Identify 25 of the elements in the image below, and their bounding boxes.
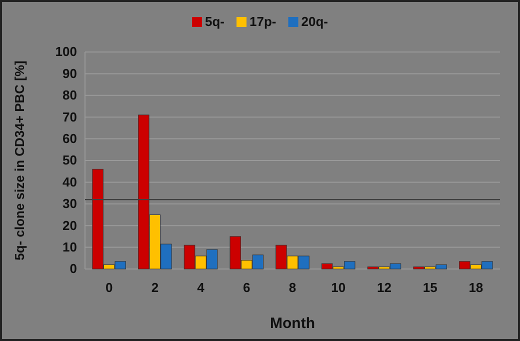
y-tick-label: 0 bbox=[70, 261, 77, 276]
y-tick-label: 40 bbox=[62, 174, 77, 190]
x-tick-label: 15 bbox=[422, 280, 438, 296]
legend-label: 5q- bbox=[205, 14, 225, 29]
y-axis-title: 5q- clone size in CD34+ PBC [%] bbox=[12, 60, 27, 260]
x-tick-label: 18 bbox=[468, 280, 484, 296]
y-tick-label: 60 bbox=[62, 130, 77, 146]
x-tick-label: 6 bbox=[243, 280, 250, 296]
x-tick-label: 12 bbox=[376, 280, 392, 296]
y-tick-label: 100 bbox=[55, 44, 77, 60]
y-tick-label: 20 bbox=[62, 218, 77, 233]
y-tick-label: 80 bbox=[62, 88, 77, 103]
y-tick-label: 90 bbox=[62, 66, 77, 81]
legend-label: 20q- bbox=[301, 14, 328, 29]
legend-label: 17p- bbox=[250, 14, 276, 29]
x-tick-label: 10 bbox=[331, 280, 346, 296]
x-tick-label: 0 bbox=[105, 280, 113, 296]
x-tick-label: 4 bbox=[197, 280, 206, 296]
y-tick-label: 70 bbox=[62, 109, 77, 124]
x-axis-title: Month bbox=[270, 315, 315, 332]
y-tick-label: 50 bbox=[62, 152, 77, 168]
x-tick-label: 2 bbox=[151, 280, 159, 296]
y-tick-label: 30 bbox=[62, 196, 77, 212]
y-tick-label: 10 bbox=[62, 239, 77, 254]
x-tick-label: 8 bbox=[288, 280, 296, 296]
